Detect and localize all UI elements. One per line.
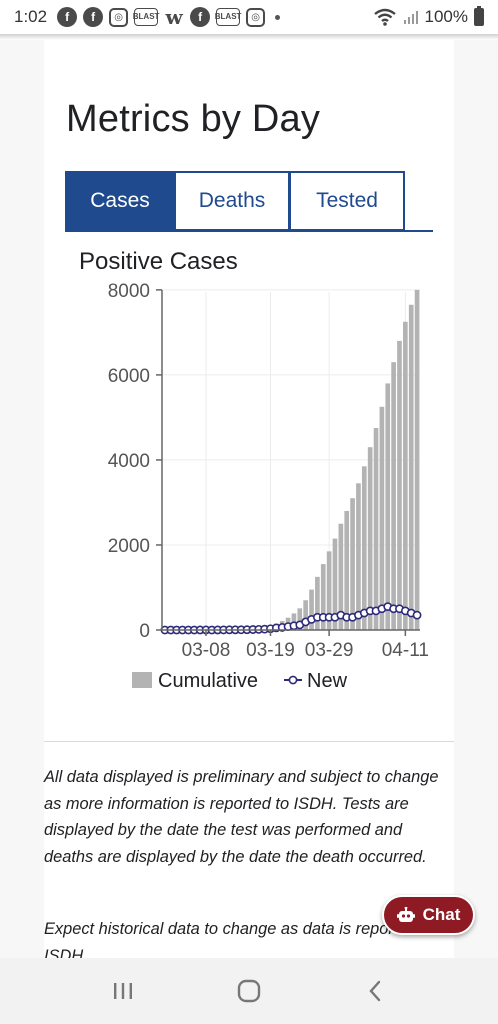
facebook-icon: f [83,7,104,27]
facebook-icon: f [190,7,211,27]
metrics-card: Metrics by Day Cases Deaths Tested Posit… [44,40,454,965]
chart-title: Positive Cases [79,248,238,275]
chat-label: Chat [422,905,461,924]
status-bar: 1:02 f f ◎ BLAST w f BLAST ◎ 100% [0,0,498,34]
y-tick-label: 8000 [108,281,150,302]
y-tick-label: 2000 [108,536,150,557]
recent-apps-icon [114,983,132,999]
cumulative-bar [338,523,344,630]
x-tick-label: 04-11 [382,640,429,661]
home-icon [237,979,261,1003]
chat-button[interactable]: Chat [382,895,475,935]
x-tick-label: 03-19 [246,640,295,661]
recent-apps-button[interactable] [103,971,143,1011]
back-button[interactable] [355,971,395,1011]
cumulative-bar [379,406,385,630]
cumulative-bar [320,564,326,630]
blast-icon: BLAST [215,8,241,26]
cumulative-bar [403,321,408,630]
notification-icons: f f ◎ BLAST w f BLAST ◎ [57,5,281,29]
metric-tabs: Cases Deaths Tested [65,171,433,232]
tab-deaths[interactable]: Deaths [174,171,290,231]
web-page[interactable]: Metrics by Day Cases Deaths Tested Posit… [0,40,498,965]
y-tick-label: 0 [139,621,150,642]
chart-axes: 0 2000 4000 6000 8000 03-08 03-19 03-29 04-11 [108,281,429,661]
cumulative-bar [408,304,414,630]
new-cases-point [412,610,422,620]
divider [44,741,454,742]
disclaimer-text: All data displayed is preliminary and su… [44,768,439,866]
chatbot-icon [396,907,415,922]
status-time: 1:02 [14,7,48,26]
instagram-icon: ◎ [246,7,266,27]
signal-icon [403,11,418,24]
legend-cumulative-swatch [132,672,152,688]
page-title: Metrics by Day [66,98,321,140]
tab-tested[interactable]: Tested [289,171,405,231]
back-icon [369,980,381,1002]
instagram-icon: ◎ [109,7,129,27]
tab-cases[interactable]: Cases [65,171,175,231]
chart-legend: Cumulative New [132,670,348,692]
legend-new-swatch-point [288,675,298,685]
cumulative-bar [315,576,320,630]
legend-new-label: New [307,670,348,692]
x-tick-label: 03-29 [305,640,354,661]
wifi-icon [373,8,396,26]
navigation-bar [0,958,498,1024]
cumulative-bar [391,362,396,630]
cumulative-bar [350,498,355,630]
cumulative-bar [356,483,361,630]
y-tick-label: 6000 [108,366,150,387]
cumulative-bar [309,589,314,630]
cumulative-bar [297,608,303,630]
facebook-icon: f [57,7,78,27]
cumulative-bar [397,340,402,630]
battery-percent: 100% [424,7,468,26]
cumulative-bar [385,383,391,630]
cumulative-bar [326,551,332,630]
cumulative-bar [361,466,367,630]
cumulative-bar [303,600,308,630]
status-right: 100% [373,6,484,27]
more-notifications-dot [275,14,281,20]
y-tick-label: 4000 [108,451,150,472]
status-shadow [0,34,498,40]
new-cases-line [160,602,422,635]
battery-icon [474,6,484,26]
home-button[interactable] [229,971,269,1011]
legend-cumulative-label: Cumulative [158,670,258,692]
cumulative-bar [344,510,350,630]
positive-cases-chart[interactable]: 0 2000 4000 6000 8000 03-08 03-19 03-29 04-11 Cu… [44,278,454,718]
x-tick-label: 03-08 [182,640,231,661]
cumulative-bar [373,428,379,630]
blast-icon: BLAST [133,8,159,26]
cumulative-bar [332,538,338,630]
w-icon: w [165,5,183,29]
cumulative-bar [414,289,420,630]
chart-svg: 0 2000 4000 6000 8000 03-08 03-19 03-29 04-11 Cu… [108,281,429,692]
cumulative-bar [367,447,373,630]
